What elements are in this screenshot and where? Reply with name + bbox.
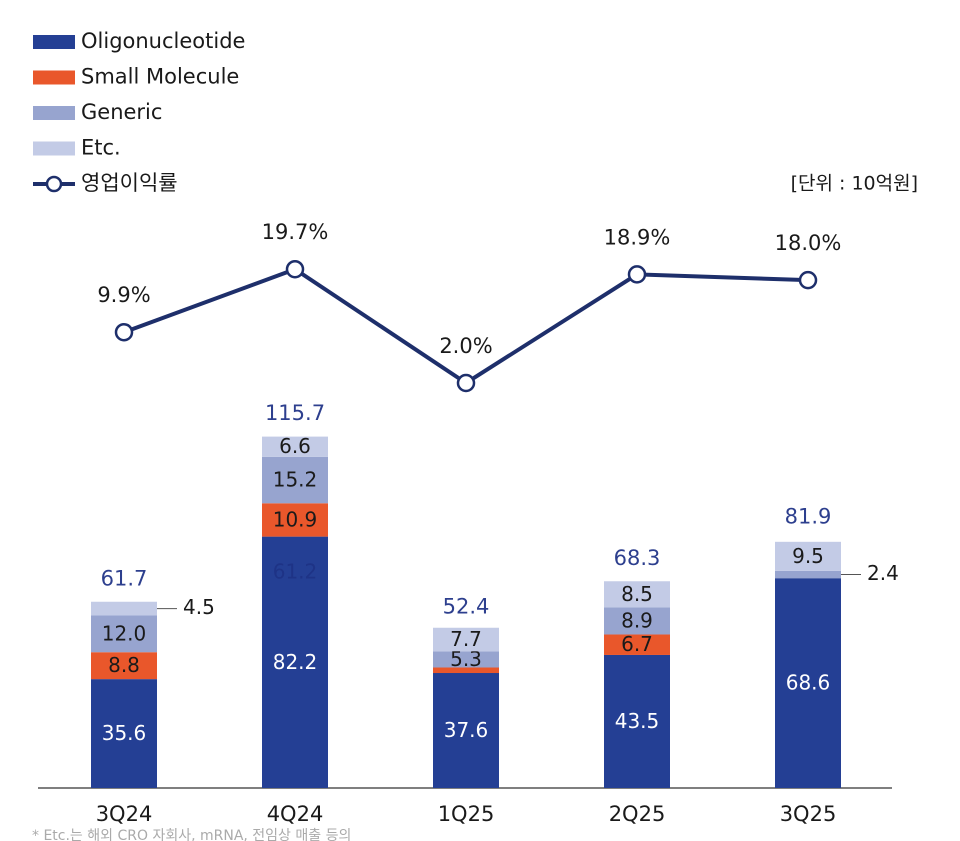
total-label: 61.7 [101,566,148,590]
value-label: 6.6 [279,434,311,458]
value-label: 12.0 [102,621,147,645]
bar-segment [91,679,157,788]
value-label: 8.5 [621,582,653,606]
annotation: 61.2 [273,560,318,584]
x-tick-label: 3Q24 [96,802,153,826]
footnote: * Etc.는 해외 CRO 자회사, mRNA, 전임상 매출 등의 [32,828,351,841]
bar-segment [91,615,157,653]
x-tick-label: 2Q25 [609,802,666,826]
value-label: 2.0% [439,334,492,358]
bar-segment [604,654,670,788]
bar-segment [262,436,328,457]
legend-label: Small Molecule [81,65,239,89]
bar-segment [433,627,499,652]
x-tick-label: 1Q25 [438,802,495,826]
legend-label: Generic [81,100,162,124]
legend-label: Etc. [81,136,121,160]
value-label: 19.7% [262,220,329,244]
bar-segment [604,581,670,608]
total-label: 115.7 [265,401,325,425]
value-label: 8.8 [108,653,140,677]
value-label: 6.7 [621,632,653,656]
legend-label: 영업이익률 [81,171,178,195]
bar-segment [262,503,328,537]
line [123,266,809,386]
value-label: 7.7 [450,627,482,651]
value-label: 9.9% [97,283,150,307]
bar-segment [262,456,328,504]
bar-segment [91,652,157,680]
bar-segment [91,601,157,616]
bar-segment [775,570,841,579]
line-marker [627,265,647,284]
bar-segment [433,651,499,668]
bar-segment [775,541,841,571]
unit-label: [단위 : 10억원] [791,173,918,195]
value-label: 37.6 [444,718,489,742]
value-label: 43.5 [615,709,660,733]
value-label: 35.6 [102,721,147,745]
value-label: 4.5 [183,595,215,619]
value-label: 9.5 [792,544,824,568]
bar-segment [433,673,499,788]
legend-swatch [33,106,75,120]
x-tick-label: 3Q25 [780,802,837,826]
legend-swatch [33,141,75,156]
value-label: 8.9 [621,608,653,632]
value-label: 10.9 [273,507,318,531]
legend-marker [45,175,63,193]
x-tick-label: 4Q24 [267,802,324,826]
line-marker [798,270,818,290]
bar-segment [604,634,670,655]
bar-segment [433,667,499,674]
line-marker [114,322,134,342]
value-label: 18.9% [604,225,671,249]
bar-segment [775,578,841,788]
value-label: 18.0% [775,231,842,255]
value-label: 82.2 [273,650,318,674]
legend-swatch [33,35,75,49]
legend-label: Oligonucleotide [81,29,245,53]
value-label: 15.2 [273,468,318,492]
value-label: 2.4 [867,561,899,585]
line-marker [285,259,305,279]
total-label: 68.3 [614,546,661,570]
line-marker [456,373,476,393]
total-label: 81.9 [785,505,832,529]
bar-segment [262,536,328,788]
total-label: 52.4 [443,595,490,619]
bar-segment [604,607,670,635]
legend-swatch [33,70,75,85]
value-label: 68.6 [786,671,831,695]
